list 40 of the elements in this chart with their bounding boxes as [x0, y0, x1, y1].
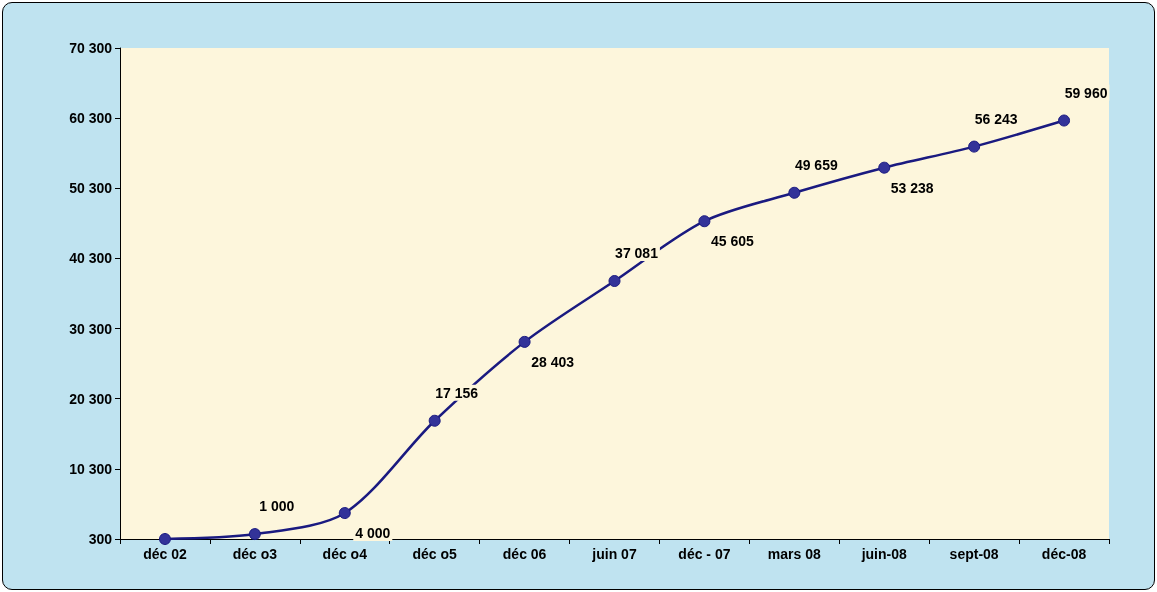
x-tick-label: déc - 07 [678, 546, 731, 562]
x-tick-label: déc 06 [502, 546, 547, 562]
point [788, 186, 801, 199]
point [608, 275, 621, 287]
x-tick-label: juin-08 [860, 546, 907, 562]
x-tick-label: déc o5 [412, 546, 458, 562]
point [338, 507, 351, 520]
y-tick-label: 40 300 [69, 250, 113, 267]
y-tick-label: 60 300 [69, 110, 113, 127]
x-tick-label: mars 08 [767, 546, 821, 562]
point [968, 140, 981, 153]
point [158, 533, 171, 545]
x-tick-label: déc o4 [322, 546, 368, 562]
y-tick-label: 50 300 [69, 180, 113, 197]
data-label: 1 000 [259, 498, 295, 515]
point [428, 414, 441, 427]
data-label: 59 960 [1064, 84, 1108, 101]
point [518, 335, 531, 348]
data-label: 53 238 [890, 179, 934, 196]
data-label: 37 081 [615, 245, 659, 262]
y-tick-label: 70 300 [69, 40, 113, 56]
x-tick-label: juin 07 [591, 546, 637, 562]
y-tick-label: 30 300 [69, 320, 113, 337]
x-tick-label: sept-08 [949, 546, 999, 562]
point [248, 528, 261, 541]
data-label: 56 243 [974, 110, 1018, 127]
x-tick-label: déc-08 [1041, 546, 1087, 562]
data-label: 4 000 [355, 525, 391, 542]
y-tick-label: 300 [88, 531, 113, 547]
point [878, 161, 891, 174]
point [1058, 114, 1071, 127]
y-tick-label: 10 300 [69, 460, 113, 477]
point [698, 215, 711, 228]
x-tick-label: déc o3 [232, 546, 278, 562]
data-label: 49 659 [794, 156, 838, 173]
data-label: 28 403 [531, 353, 575, 370]
x-tick-label: déc 02 [143, 546, 187, 562]
y-tick-label: 20 300 [69, 390, 113, 407]
data-label: 17 156 [435, 384, 479, 401]
data-label: 45 605 [711, 233, 755, 250]
